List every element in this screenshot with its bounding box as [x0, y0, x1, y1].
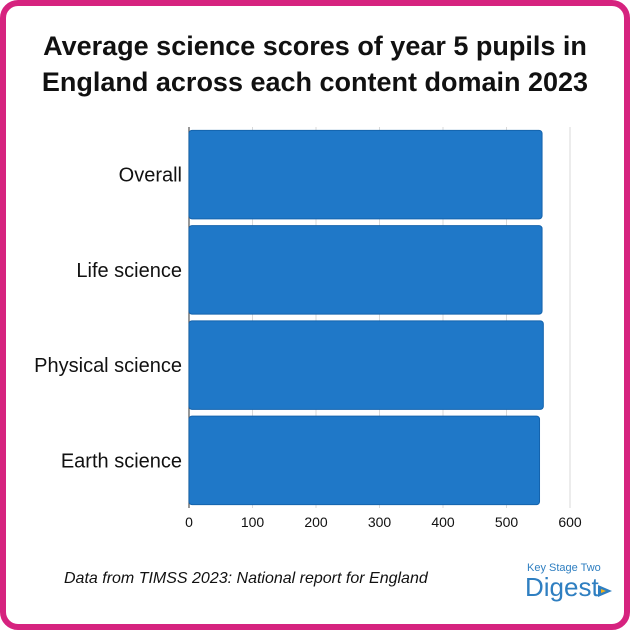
x-tick-label-100: 100: [241, 514, 265, 530]
bar-life-science: [188, 225, 543, 315]
x-tick-label-400: 400: [431, 514, 455, 530]
key-stage-two-digest-logo: Key Stage Two Digest: [523, 562, 619, 608]
x-tick-label-600: 600: [558, 514, 582, 530]
x-tick-label-500: 500: [495, 514, 519, 530]
category-label-overall: Overall: [119, 165, 182, 187]
x-tick-label-0: 0: [185, 514, 193, 530]
play-arrow-icon: [598, 585, 612, 597]
source-note: Data from TIMSS 2023: National report fo…: [64, 570, 428, 587]
category-label-earth-science: Earth science: [61, 450, 182, 472]
bar-physical-science: [188, 320, 544, 410]
x-tick-label-300: 300: [368, 514, 392, 530]
category-label-physical-science: Physical science: [34, 355, 182, 377]
chart-title-line-2: England across each content domain 2023: [41, 67, 589, 97]
x-tick-label-200: 200: [304, 514, 328, 530]
chart-title-line-1: Average science scores of year 5 pupils …: [43, 31, 587, 61]
bar-overall: [188, 129, 543, 220]
category-label-life-science: Life science: [76, 260, 182, 282]
logo-line-1: Key Stage Two: [527, 562, 601, 574]
chart-title: Average science scores of year 5 pupils …: [20, 28, 610, 100]
bar-earth-science: [188, 415, 541, 506]
logo-line-2: Digest: [525, 572, 599, 602]
